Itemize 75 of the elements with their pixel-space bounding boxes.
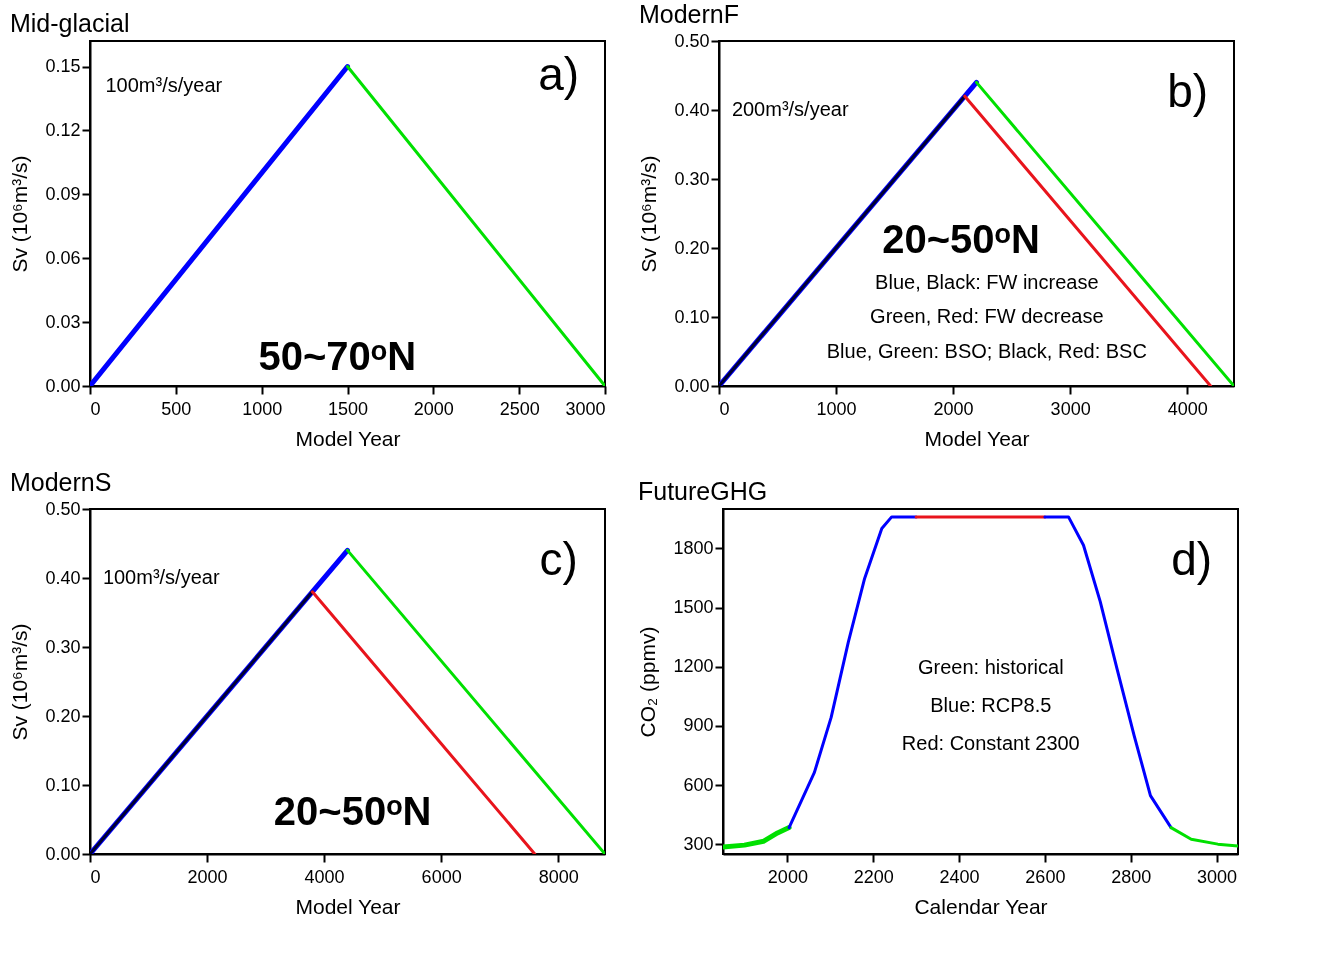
y-tick-label: 0.10 — [45, 774, 81, 795]
annotation: a) — [538, 47, 580, 100]
x-axis-title: Model Year — [295, 894, 401, 918]
x-tick-label: 3000 — [1050, 398, 1091, 419]
annotation: Green: historical — [917, 655, 1064, 678]
annotation: 100m³/s/year — [105, 73, 223, 96]
y-tick-label: 900 — [683, 715, 714, 736]
x-tick-label: 4000 — [1167, 398, 1208, 419]
y-tick-label: 0.06 — [45, 247, 81, 268]
x-tick-label: 2000 — [187, 866, 228, 887]
y-tick-label: 0.09 — [45, 183, 81, 204]
x-tick-label: 6000 — [421, 866, 462, 887]
annotation: c) — [539, 532, 578, 585]
y-tick-label: 1500 — [673, 597, 714, 618]
x-tick-label: 3000 — [1197, 866, 1238, 887]
chart-title: FutureGHG — [637, 477, 768, 505]
annotation: 50~70ᵒN — [258, 334, 417, 379]
y-tick-label: 0.20 — [674, 237, 710, 258]
x-axis-title: Model Year — [295, 426, 401, 450]
annotation: Blue, Green: BSO; Black, Red: BSC — [826, 339, 1147, 362]
annotation: Red: Constant 2300 — [901, 731, 1080, 754]
y-tick-label: 0.00 — [45, 843, 81, 864]
x-axis-title: Calendar Year — [914, 894, 1048, 918]
x-tick-label: 2800 — [1111, 866, 1152, 887]
y-axis-title: Sv (10⁶m³/s) — [637, 155, 661, 273]
y-tick-label: 0.40 — [674, 99, 710, 120]
x-tick-label: 1000 — [816, 398, 857, 419]
y-tick-label: 0.20 — [45, 705, 81, 726]
x-tick-label: 2000 — [933, 398, 974, 419]
annotation: 20~50ᵒN — [273, 788, 432, 833]
x-tick-label: 1000 — [242, 398, 283, 419]
x-tick-label: 2400 — [939, 866, 980, 887]
x-tick-label: 0 — [719, 398, 730, 419]
y-tick-label: 0.30 — [45, 636, 81, 657]
annotation: Blue: RCP8.5 — [930, 693, 1052, 716]
y-axis-title: Sv (10⁶m³/s) — [8, 155, 32, 273]
y-tick-label: 0.00 — [45, 375, 81, 396]
x-tick-label: 2000 — [767, 866, 808, 887]
x-tick-label: 0 — [90, 866, 101, 887]
chart-title: ModernF — [638, 0, 740, 28]
y-tick-label: 0.15 — [45, 56, 81, 77]
y-tick-label: 0.50 — [674, 30, 710, 51]
chart-title: Mid-glacial — [9, 9, 130, 37]
y-tick-label: 0.10 — [674, 306, 710, 327]
y-tick-label: 0.40 — [45, 567, 81, 588]
x-tick-label: 2500 — [499, 398, 540, 419]
annotation: Green, Red: FW decrease — [870, 305, 1104, 327]
y-tick-label: 1200 — [673, 656, 714, 677]
x-tick-label: 0 — [90, 398, 101, 419]
x-tick-label: 2600 — [1025, 866, 1066, 887]
x-tick-label: 2000 — [413, 398, 454, 419]
y-axis-title: CO₂ (ppmv) — [636, 626, 660, 738]
y-tick-label: 0.00 — [674, 375, 710, 396]
y-tick-label: 0.03 — [45, 311, 81, 332]
x-tick-label: 2200 — [853, 866, 894, 887]
annotation: 200m³/s/year — [731, 98, 849, 120]
y-tick-label: 0.50 — [45, 498, 81, 519]
x-tick-label: 3000 — [565, 398, 606, 419]
y-axis-title: Sv (10⁶m³/s) — [8, 623, 32, 741]
annotation: b) — [1167, 64, 1209, 117]
y-tick-label: 0.12 — [45, 119, 81, 140]
y-tick-label: 300 — [683, 833, 714, 854]
y-tick-label: 600 — [683, 774, 714, 795]
chart-title: ModernS — [9, 468, 112, 496]
x-tick-label: 500 — [161, 398, 192, 419]
x-axis-title: Model Year — [924, 426, 1030, 450]
annotation: 20~50ᵒN — [882, 217, 1040, 262]
x-tick-label: 1500 — [327, 398, 369, 419]
annotation: d) — [1171, 532, 1213, 585]
x-tick-label: 8000 — [538, 866, 579, 887]
y-tick-label: 1800 — [673, 537, 714, 558]
x-tick-label: 4000 — [304, 866, 345, 887]
y-tick-label: 0.30 — [674, 168, 710, 189]
annotation: Blue, Black: FW increase — [875, 270, 1099, 293]
annotation: 100m³/s/year — [102, 566, 220, 588]
